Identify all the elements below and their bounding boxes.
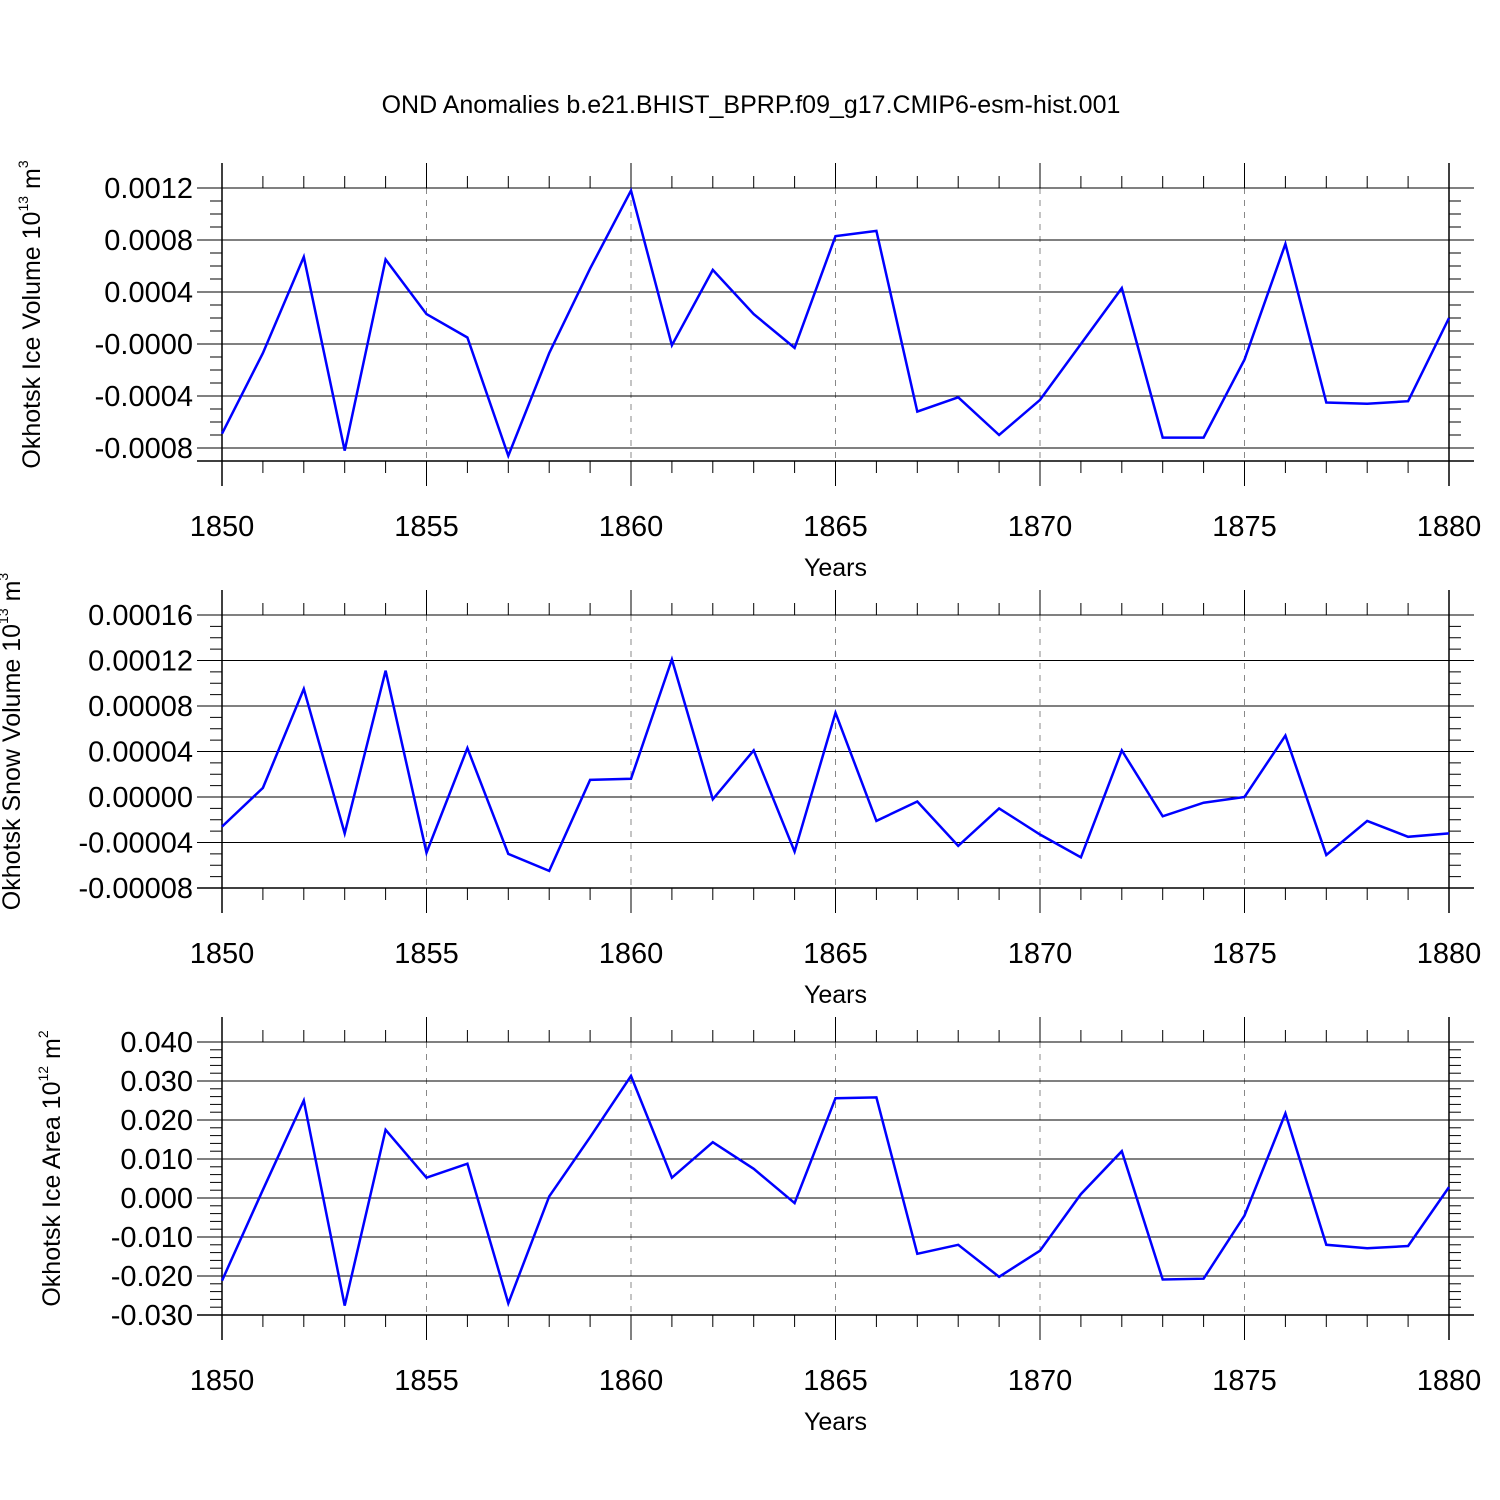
y-axis-label-text: Okhotsk Ice Volume 10 [18, 212, 46, 469]
series-line [220, 1073, 1451, 1308]
y-axis-label-exponent: 13 [0, 608, 11, 624]
y-axis-label-unit: m [0, 581, 26, 609]
x-tick-label: 1860 [599, 938, 664, 970]
x-axis-label: Years [804, 1408, 867, 1436]
y-tick-label: 0.00000 [88, 782, 193, 814]
y-tick-label: 0.0008 [104, 225, 193, 257]
y-axis-label-unit-exponent: 3 [0, 573, 11, 581]
y-tick-label: 0.040 [120, 1027, 193, 1059]
x-tick-label: 1855 [394, 1365, 459, 1397]
y-tick-label: 0.00016 [88, 600, 193, 632]
x-tick-label: 1865 [803, 1365, 868, 1397]
x-tick-label: 1865 [803, 938, 868, 970]
y-tick-label: -0.010 [111, 1222, 193, 1254]
panel-3: 0.040 0.030 0.020 0.010 0.000 -0.010 -0.020 -0.… [35, 1017, 1481, 1436]
x-tick-label: 1855 [394, 511, 459, 543]
panel-1: 0.0012 0.0008 0.0004 -0.0000 -0.0004 -0.0008 1… [15, 160, 1481, 582]
y-tick-label: -0.020 [111, 1261, 193, 1293]
y-tick-label: 0.00004 [88, 737, 193, 769]
x-tick-label: 1880 [1417, 938, 1482, 970]
x-tick-label: 1870 [1008, 938, 1073, 970]
y-axis-label-unit: m [18, 168, 46, 196]
x-axis-label: Years [804, 981, 867, 1009]
x-tick-label: 1875 [1212, 938, 1277, 970]
y-tick-label: 0.000 [120, 1183, 193, 1215]
x-tick-label: 1865 [803, 511, 868, 543]
y-tick-label: 0.0004 [104, 277, 193, 309]
y-tick-label: 0.030 [120, 1066, 193, 1098]
y-tick-label: 0.00008 [88, 691, 193, 723]
y-tick-label: 0.0012 [104, 173, 193, 205]
x-axis-label: Years [804, 554, 867, 582]
x-tick-label: 1880 [1417, 1365, 1482, 1397]
x-tick-label: 1850 [190, 511, 255, 543]
x-tick-label: 1860 [599, 1365, 664, 1397]
y-tick-label: -0.00008 [79, 873, 194, 905]
y-axis-label-text: Okhotsk Snow Volume 10 [0, 624, 26, 910]
x-tick-label: 1870 [1008, 511, 1073, 543]
x-tick-label: 1850 [190, 938, 255, 970]
y-axis-label-unit-exponent: 2 [35, 1030, 51, 1038]
y-axis-label-unit-exponent: 3 [15, 160, 31, 168]
panel-2: 0.00016 0.00012 0.00008 0.00004 0.00000 -0.00… [0, 573, 1481, 1009]
y-tick-label: 0.010 [120, 1144, 193, 1176]
y-axis-label-text: Okhotsk Ice Area 10 [38, 1082, 66, 1307]
x-tick-label: 1855 [394, 938, 459, 970]
y-tick-label: -0.0000 [95, 329, 193, 361]
y-axis-label: Okhotsk Snow Volume 1013 m3 [0, 573, 26, 911]
x-tick-label: 1875 [1212, 1365, 1277, 1397]
y-axis-label-unit: m [38, 1038, 66, 1066]
x-tick-label: 1875 [1212, 511, 1277, 543]
y-tick-label: 0.00012 [88, 646, 193, 678]
x-tick-label: 1850 [190, 1365, 255, 1397]
x-tick-label: 1860 [599, 511, 664, 543]
y-axis-label-exponent: 13 [15, 196, 31, 212]
chart-title: OND Anomalies b.e21.BHIST_BPRP.f09_g17.C… [382, 91, 1121, 119]
y-axis-label: Okhotsk Ice Area 1012 m2 [35, 1030, 66, 1306]
y-tick-label: 0.020 [120, 1105, 193, 1137]
y-axis-label-exponent: 12 [35, 1066, 51, 1082]
y-tick-label: -0.0004 [95, 381, 193, 413]
x-tick-label: 1870 [1008, 1365, 1073, 1397]
y-tick-label: -0.00004 [79, 828, 194, 860]
y-axis-label: Okhotsk Ice Volume 1013 m3 [15, 160, 46, 468]
y-tick-label: -0.0008 [95, 433, 193, 465]
y-tick-label: -0.030 [111, 1300, 193, 1332]
x-tick-label: 1880 [1417, 511, 1482, 543]
